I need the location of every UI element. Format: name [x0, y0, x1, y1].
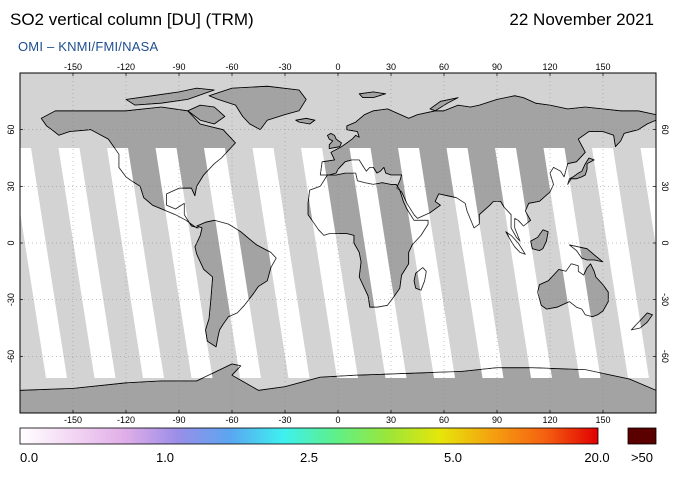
orbit-swath: [592, 148, 649, 378]
coastline-new-zealand: [631, 312, 653, 330]
lat-tick-label-left: 60: [6, 125, 16, 135]
swath-land-antarctica: [20, 363, 656, 413]
lat-tick-label-right: 60: [660, 125, 670, 135]
lon-tick-label-bottom: -150: [64, 415, 82, 425]
lon-tick-label-bottom: -90: [172, 415, 185, 425]
coastline-north-america: [41, 107, 236, 228]
colorbar-overflow-swatch: [627, 427, 657, 445]
lon-tick-label-top: -120: [117, 62, 135, 72]
lon-tick-label-top: -60: [225, 62, 238, 72]
orbit-swath: [446, 148, 504, 378]
map-title: SO2 vertical column [DU] (TRM): [10, 10, 254, 29]
map-date: 22 November 2021: [509, 10, 654, 29]
lat-tick-label-left: 0: [6, 240, 16, 245]
lon-tick-label-top: 120: [542, 62, 557, 72]
lat-tick-label-left: -60: [6, 350, 16, 363]
lon-tick-label-top: 60: [439, 62, 449, 72]
colorbar: [19, 427, 599, 445]
lat-tick-label-right: -60: [660, 350, 670, 363]
lon-tick-label-bottom: -60: [225, 415, 238, 425]
orbit-swath-over-land: [349, 173, 407, 308]
lon-tick-label-bottom: 0: [335, 415, 340, 425]
lon-ticks-bottom: -150 -120 -90 -60 -30 0 30 60 90 120 150: [64, 410, 611, 425]
lon-ticks-top: -150 -120 -90 -60 -30 0 30 60 90 120 150: [64, 62, 611, 76]
data-credit: OMI – KNMI/FMI/NASA: [18, 39, 159, 54]
orbit-swath: [640, 148, 656, 248]
lon-tick-label-top: 30: [386, 62, 396, 72]
lon-tick-label-top: -30: [278, 62, 291, 72]
lon-tick-label-bottom: 150: [595, 415, 610, 425]
lon-tick-label-bottom: 60: [439, 415, 449, 425]
lat-ticks-right: 60 30 0 -30 -60: [653, 125, 670, 363]
coastline-antarctica: [20, 363, 656, 413]
lon-tick-label-top: 150: [595, 62, 610, 72]
lon-tick-label-top: 90: [492, 62, 502, 72]
lon-tick-label-bottom: 120: [542, 415, 557, 425]
lon-tick-label-top: 0: [335, 62, 340, 72]
orbit-swath: [252, 148, 310, 378]
colorbar-label-1: 1.0: [155, 450, 175, 465]
lon-tick-label-bottom: 30: [386, 415, 396, 425]
lat-tick-label-right: -30: [660, 293, 670, 306]
lon-tick-label-top: -150: [64, 62, 82, 72]
coastline-novaya-zemlya: [429, 97, 459, 111]
lon-tick-label-top: -90: [172, 62, 185, 72]
colorbar-label-4: 20.0: [584, 450, 610, 465]
colorbar-label-3: 5.0: [443, 450, 463, 465]
orbit-swath-over-land: [495, 148, 552, 242]
coastline-baffin-island: [187, 105, 225, 124]
orbit-swath: [155, 148, 213, 378]
swath-land-sumatra: [505, 231, 526, 255]
swath-land-baffin-island: [187, 105, 225, 124]
lon-tick-label-bottom: 90: [492, 415, 502, 425]
lat-tick-label-left: -30: [6, 293, 16, 306]
colorbar-label-0: 0.0: [20, 450, 39, 465]
coastline-sumatra: [505, 231, 526, 255]
lat-tick-label-right: 0: [660, 240, 670, 245]
coastline-africa: [308, 173, 429, 308]
colorbar-label-2: 2.5: [299, 450, 319, 465]
orbit-swath: [543, 148, 601, 378]
lat-tick-label-left: 30: [6, 181, 16, 191]
swath-land-novaya-zemlya: [429, 97, 459, 111]
orbit-swath: [107, 148, 164, 378]
lon-tick-label-bottom: -120: [117, 415, 135, 425]
lat-tick-label-right: 30: [660, 181, 670, 191]
lat-ticks-left: 60 30 0 -30 -60: [6, 125, 23, 363]
graticule: [20, 73, 656, 413]
lon-tick-label-bottom: -30: [278, 415, 291, 425]
orbit-swath: [20, 148, 67, 378]
colorbar-label-overflow: >50: [630, 450, 654, 465]
orbit-swath-over-land: [398, 148, 455, 242]
